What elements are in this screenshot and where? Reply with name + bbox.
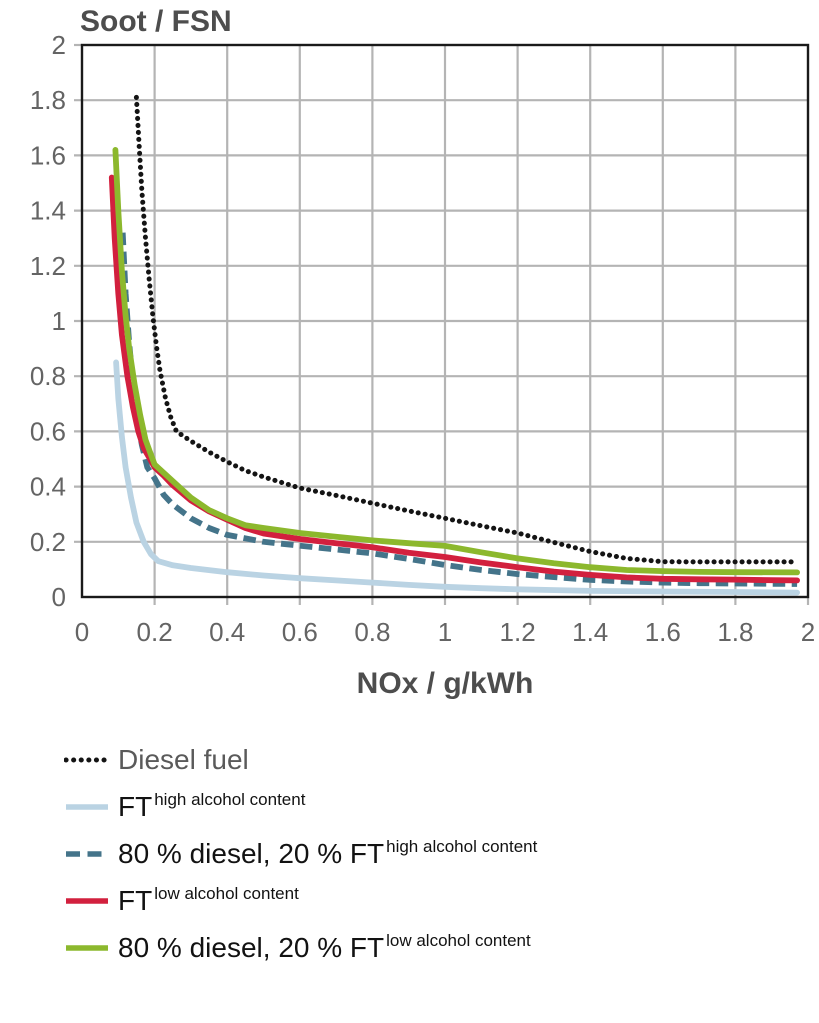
y-tick-label: 0.8 — [30, 361, 66, 391]
x-tick-label: 1 — [438, 617, 452, 647]
x-tick-label: 1.6 — [645, 617, 681, 647]
y-tick-label: 0.4 — [30, 472, 66, 502]
legend-label-superscript: high alcohol content — [154, 789, 306, 809]
x-tick-label: 0.2 — [137, 617, 173, 647]
series-line-ft-low-alcohol-content — [108, 174, 800, 584]
y-tick-label: 1 — [52, 306, 66, 336]
legend-label-main: Diesel fuel — [118, 743, 249, 775]
legend-label-main: FT — [118, 790, 153, 822]
legend-label: 80 % diesel, 20 % FT low alcohol content — [118, 930, 531, 964]
y-tick-label: 1.6 — [30, 140, 66, 170]
x-tick-label: 1.8 — [717, 617, 753, 647]
y-tick-label: 0.6 — [30, 416, 66, 446]
legend-item: FT low alcohol content — [64, 877, 537, 924]
legend-label-superscript: low alcohol content — [154, 883, 299, 903]
x-tick-label: 0.8 — [354, 617, 390, 647]
legend-label: Diesel fuel — [118, 744, 249, 776]
y-tick-label: 1.2 — [30, 251, 66, 281]
plot-border — [80, 43, 810, 599]
x-tick-label: 2 — [801, 617, 815, 647]
legend-label-superscript: low alcohol content — [386, 930, 531, 950]
legend-label: 80 % diesel, 20 % FT high alcohol content — [118, 836, 538, 870]
legend-label-superscript: high alcohol content — [386, 836, 538, 856]
chart-legend: Diesel fuel FT high alcohol content 80 % di… — [64, 736, 537, 971]
legend-label-main: FT — [118, 884, 153, 916]
legend-item: 80 % diesel, 20 % FT low alcohol content — [64, 924, 537, 971]
legend-item: FT high alcohol content — [64, 783, 537, 830]
x-tick-label: 0 — [75, 617, 89, 647]
soot-vs-nox-chart: 0 0.2 0.4 0.6 0.8 1 1.2 1.4 1.6 1.8 2 0 0.2 0.4 0.6 0.8… — [30, 30, 815, 647]
legend-item: Diesel fuel — [64, 736, 537, 783]
series-line-80-diesel-20-ft-low-alcohol-content — [112, 147, 800, 576]
y-tick-label: 0 — [52, 582, 66, 612]
series-line-ft-high-alcohol-content — [113, 359, 800, 596]
legend-label: FT low alcohol content — [118, 883, 299, 917]
y-tick-label: 1.4 — [30, 196, 66, 226]
x-tick-label: 1.4 — [572, 617, 608, 647]
legend-swatch-dotted-icon — [64, 757, 110, 762]
legend-label: FT high alcohol content — [118, 789, 306, 823]
y-tick-label: 2 — [52, 30, 66, 60]
x-tick-label: 0.6 — [282, 617, 318, 647]
y-tick-label: 0.2 — [30, 527, 66, 557]
legend-label-main: 80 % diesel, 20 % FT — [118, 837, 385, 869]
legend-swatch-dashed-icon — [66, 850, 108, 857]
series-line-80-diesel-20-ft-high-alcohol-content — [119, 232, 798, 587]
y-tick-label: 1.8 — [30, 85, 66, 115]
x-tick-label: 0.4 — [209, 617, 245, 647]
y-axis-title: Soot / FSN — [80, 5, 232, 38]
legend-swatch-solid-icon — [66, 803, 108, 810]
legend-swatch-solid-icon — [66, 944, 108, 951]
legend-item: 80 % diesel, 20 % FT high alcohol content — [64, 830, 537, 877]
legend-swatch-solid-icon — [66, 897, 108, 904]
x-axis-title: NOx / g/kWh — [356, 667, 534, 700]
series-line-diesel-fuel — [133, 94, 800, 565]
x-tick-label: 1.2 — [500, 617, 536, 647]
legend-label-main: 80 % diesel, 20 % FT — [118, 931, 385, 963]
